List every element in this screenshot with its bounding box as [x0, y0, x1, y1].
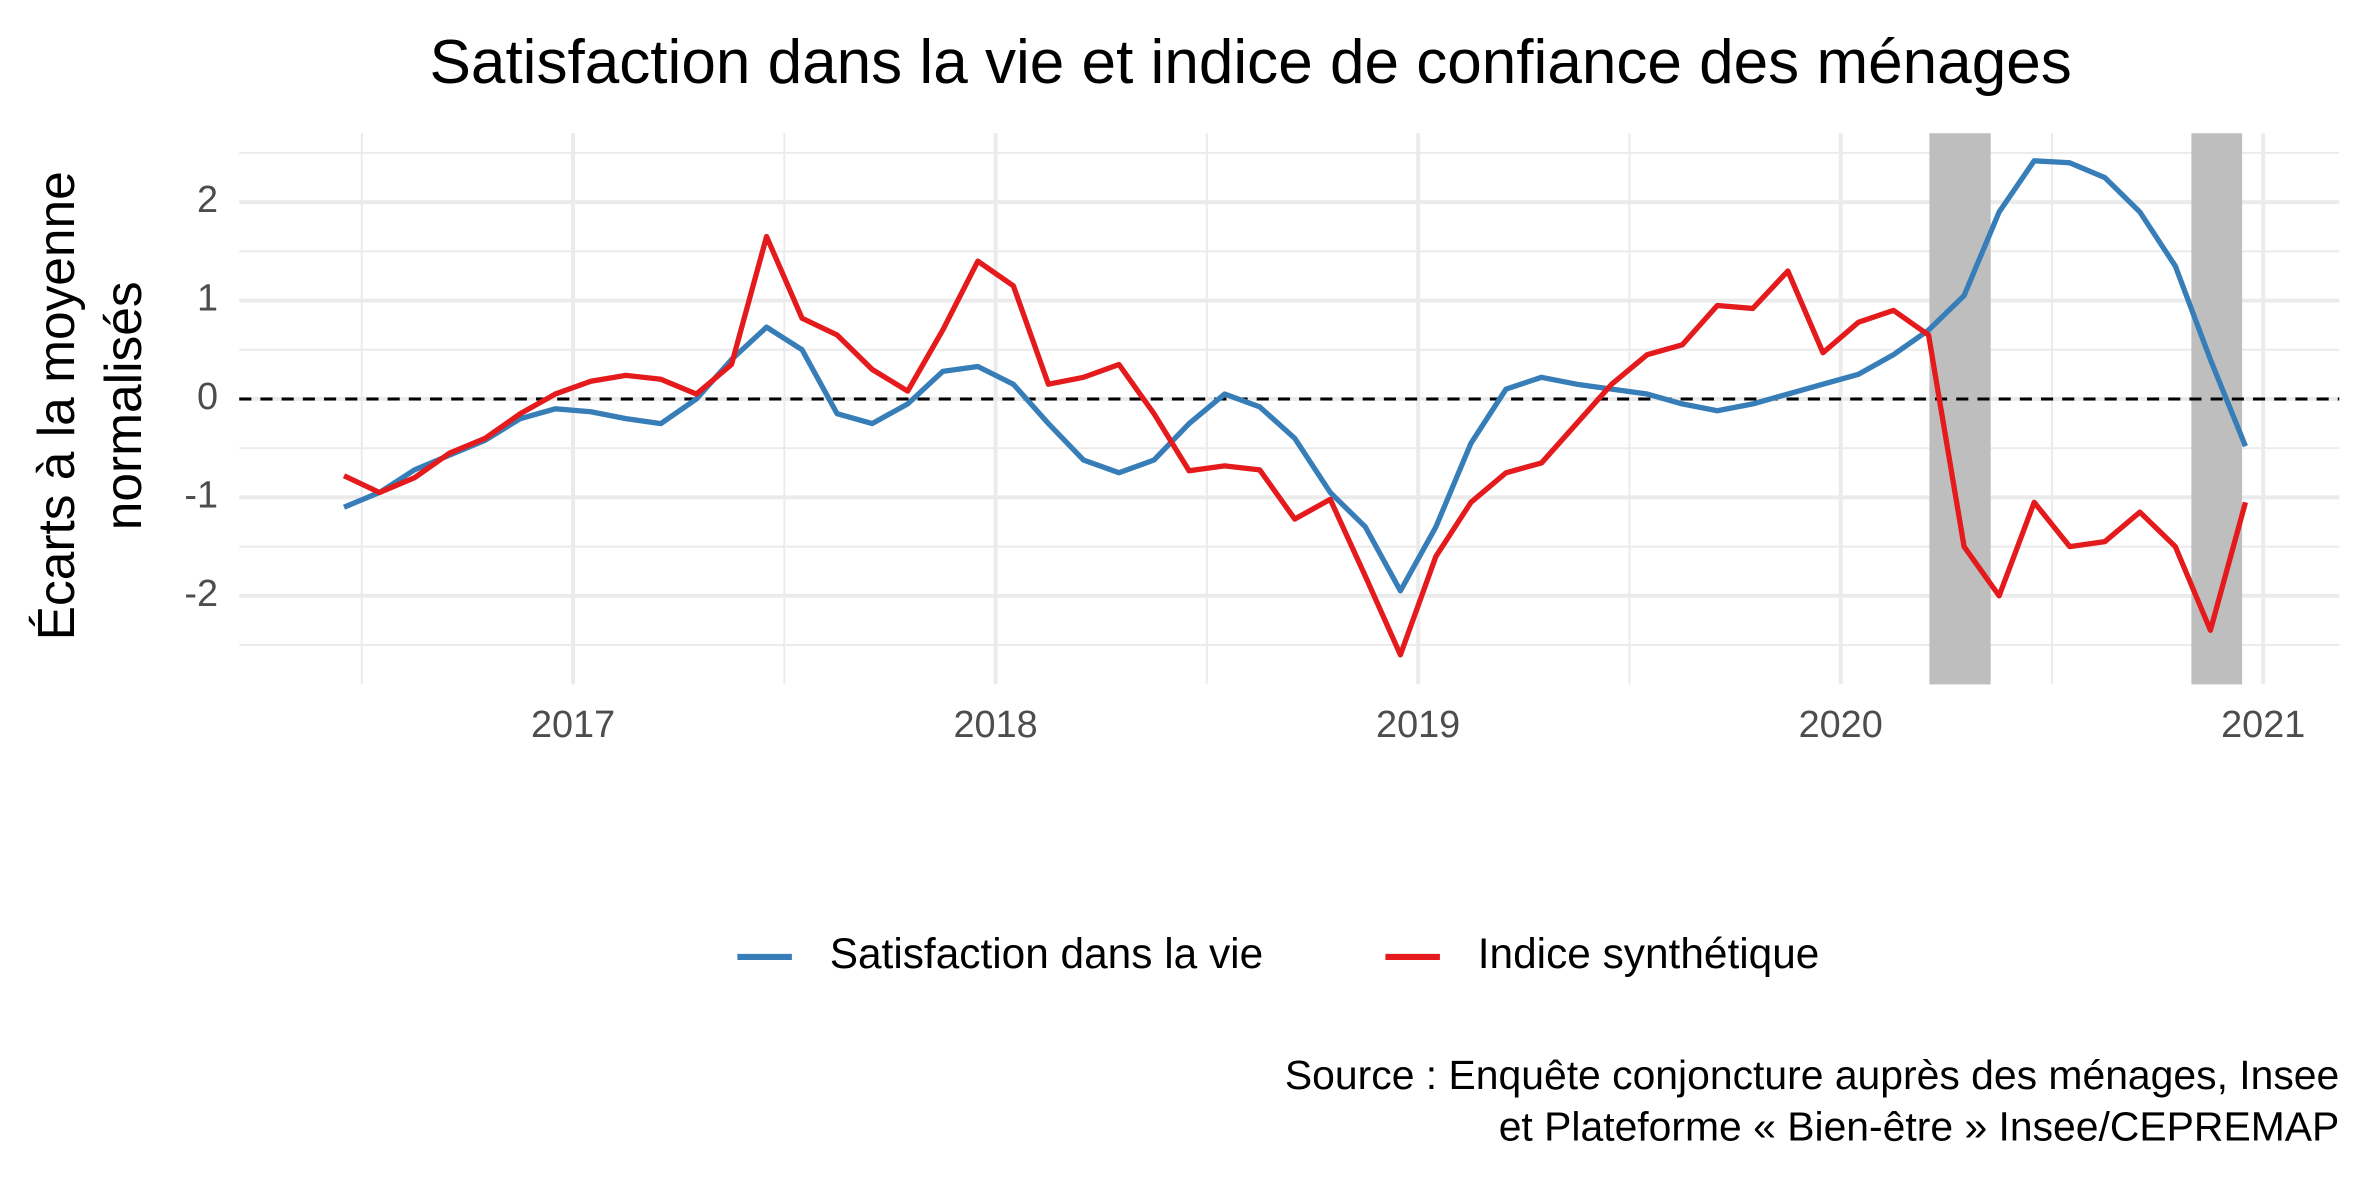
- y-tick-label: 2: [197, 179, 218, 221]
- y-tick-label: -1: [184, 474, 218, 516]
- y-tick-label: 1: [197, 278, 218, 320]
- y-tick-label: -2: [184, 573, 218, 615]
- x-tick-label: 2018: [953, 704, 1037, 746]
- legend-label: Satisfaction dans la vie: [830, 930, 1263, 977]
- x-tick-label: 2021: [2221, 704, 2305, 746]
- x-tick-label: 2020: [1799, 704, 1883, 746]
- y-axis-label: normalisés: [94, 281, 152, 530]
- series-line: [343, 158, 2248, 594]
- series-line: [342, 233, 2249, 658]
- x-tick-label: 2019: [1376, 704, 1460, 746]
- source: Source : Enquête conjoncture auprès des …: [1285, 1052, 2339, 1098]
- y-axis-label: Écarts à la moyenne: [27, 171, 85, 640]
- x-tick-label: 2017: [531, 704, 615, 746]
- shaded-period: [2191, 133, 2243, 685]
- chart-title: Satisfaction dans la vie et indice de co…: [430, 28, 2072, 97]
- legend-label: Indice synthétique: [1478, 930, 1820, 977]
- source: et Plateforme « Bien-être » Insee/CEPREM…: [1499, 1103, 2340, 1149]
- y-tick-label: 0: [197, 376, 218, 418]
